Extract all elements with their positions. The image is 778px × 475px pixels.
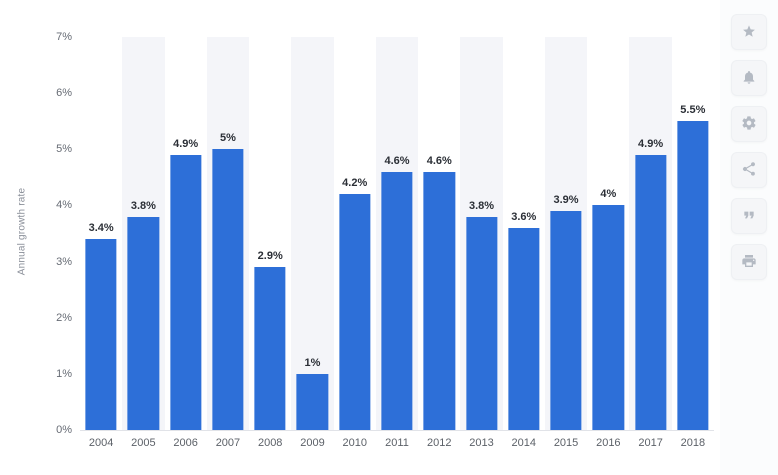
y-axis-tick: 3% bbox=[56, 255, 72, 268]
y-axis-tick: 4% bbox=[56, 199, 72, 212]
quote-icon bbox=[741, 207, 757, 226]
chart-column: 4.2% bbox=[334, 37, 376, 430]
chart-column: 2.9% bbox=[249, 37, 291, 430]
chart-column: 5.5% bbox=[672, 37, 714, 430]
x-axis-label: 2004 bbox=[88, 437, 114, 449]
bar-2008[interactable] bbox=[254, 267, 286, 430]
chart-column: 4.6% bbox=[418, 37, 460, 430]
y-axis: 0% 1% 2% 3% 4% 5% 6% 7% bbox=[36, 31, 72, 436]
gear-icon bbox=[741, 115, 757, 134]
bar-value-label: 4.9% bbox=[638, 137, 664, 150]
chart-column: 3.4% bbox=[80, 37, 122, 430]
share-button[interactable] bbox=[731, 152, 767, 188]
x-axis-label: 2016 bbox=[596, 437, 621, 449]
share-icon bbox=[741, 161, 757, 180]
bar-2009[interactable] bbox=[296, 373, 329, 430]
bar-2010[interactable] bbox=[339, 194, 371, 430]
bar-2004[interactable] bbox=[85, 239, 117, 430]
y-axis-tick: 0% bbox=[56, 424, 72, 436]
x-axis-label: 2015 bbox=[553, 437, 579, 449]
chart-column: 3.6% bbox=[503, 37, 545, 430]
x-axis-label: 2013 bbox=[469, 437, 494, 449]
x-axis-label: 2010 bbox=[342, 437, 367, 449]
bar-chart-plot-area: 3.4% 3.8% 4.9% 5% 2.9% 1% 4.2% 4.6% 4.6% 3.8% 3.6%… bbox=[80, 37, 714, 431]
bar-value-label: 2.9% bbox=[257, 250, 283, 263]
bar-value-label: 4% bbox=[600, 188, 617, 201]
chart-column: 4.9% bbox=[165, 37, 207, 430]
bar-2005[interactable] bbox=[127, 216, 160, 430]
bar-2011[interactable] bbox=[381, 171, 413, 430]
y-axis-tick: 5% bbox=[56, 143, 72, 156]
bar-value-label: 3.8% bbox=[468, 199, 495, 212]
print-button[interactable] bbox=[731, 244, 767, 280]
bell-icon bbox=[741, 69, 757, 88]
bar-value-label: 3.8% bbox=[130, 199, 156, 212]
x-axis-label: 2005 bbox=[131, 437, 156, 449]
bar-2013[interactable] bbox=[465, 216, 498, 430]
bar-value-label: 5% bbox=[219, 132, 236, 145]
bar-2018[interactable] bbox=[677, 121, 709, 430]
x-axis-label: 2007 bbox=[215, 437, 241, 449]
y-axis-tick: 2% bbox=[56, 311, 72, 324]
chart-column: 3.9% bbox=[544, 37, 588, 430]
x-axis-label: 2006 bbox=[173, 437, 198, 449]
y-axis-tick: 1% bbox=[56, 367, 72, 380]
bar-value-label: 4.2% bbox=[342, 177, 368, 190]
x-axis-label: 2017 bbox=[638, 437, 663, 449]
x-axis-label: 2009 bbox=[300, 437, 325, 449]
bar-value-label: 3.9% bbox=[553, 194, 579, 207]
settings-button[interactable] bbox=[731, 106, 767, 142]
bar-2007[interactable] bbox=[212, 149, 244, 430]
chart-column: 3.8% bbox=[122, 37, 165, 430]
y-axis-tick: 7% bbox=[56, 31, 72, 43]
x-axis-label: 2008 bbox=[257, 437, 283, 449]
bar-2015[interactable] bbox=[550, 211, 582, 430]
y-axis-title: Annual growth rate bbox=[16, 187, 28, 276]
bar-2016[interactable] bbox=[592, 205, 624, 430]
y-axis-tick: 6% bbox=[56, 87, 72, 100]
printer-icon bbox=[741, 253, 757, 272]
bar-value-label: 4.6% bbox=[426, 154, 452, 167]
bar-value-label: 3.4% bbox=[88, 222, 114, 235]
bar-value-label: 1% bbox=[304, 356, 321, 369]
bar-value-label: 3.6% bbox=[511, 210, 537, 223]
chart-column: 5% bbox=[206, 37, 250, 430]
x-axis: 2004 2005 2006 2007 2008 2009 2010 2011 2012 2013… bbox=[80, 437, 714, 449]
chart-toolbar bbox=[731, 14, 767, 280]
chart-column: 3.8% bbox=[460, 37, 503, 430]
bar-value-label: 4.6% bbox=[384, 154, 410, 167]
bar-2012[interactable] bbox=[423, 171, 455, 430]
x-axis-label: 2014 bbox=[511, 437, 537, 449]
chart-column: 4% bbox=[587, 37, 629, 430]
bar-2006[interactable] bbox=[170, 154, 202, 430]
cite-button[interactable] bbox=[731, 198, 767, 234]
bar-value-label: 5.5% bbox=[680, 104, 706, 117]
bar-2017[interactable] bbox=[634, 154, 667, 430]
alert-button[interactable] bbox=[731, 60, 767, 96]
chart-column: 4.6% bbox=[375, 37, 419, 430]
chart-column: 1% bbox=[291, 37, 334, 430]
bar-2014[interactable] bbox=[508, 227, 540, 430]
x-axis-label: 2018 bbox=[680, 437, 706, 449]
bar-value-label: 4.9% bbox=[173, 137, 199, 150]
favorite-button[interactable] bbox=[731, 14, 767, 50]
x-axis-label: 2011 bbox=[385, 437, 409, 449]
star-icon bbox=[741, 23, 757, 42]
chart-column: 4.9% bbox=[629, 37, 672, 430]
x-axis-label: 2012 bbox=[427, 437, 452, 449]
